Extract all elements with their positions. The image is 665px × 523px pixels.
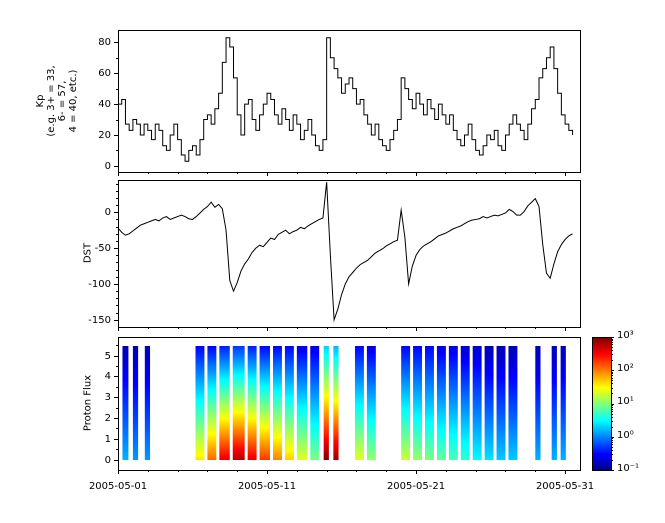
colorbar-tick-label: 10³ (617, 330, 634, 341)
kp-axis-label-line: 6- = 57, (57, 80, 68, 122)
colorbar-tick-label: 10² (617, 363, 634, 374)
colorbar-tick-label: 10⁻¹ (617, 463, 640, 474)
kp-axis-label-line: (e.g. 3+ = 33, (46, 65, 57, 137)
kp-axis-label-line: 4 = 40, etc.) (68, 69, 79, 133)
kp-axis-label-line: Kp (35, 94, 46, 108)
x-tick-label: 2005-05-21 (386, 481, 446, 492)
x-tick-label: 2005-05-01 (88, 481, 148, 492)
colorbar-tick-label: 10¹ (617, 396, 634, 407)
colorbar-tick-label: 10⁰ (617, 430, 634, 441)
x-tick-label: 2005-05-11 (237, 481, 297, 492)
x-tick-label: 2005-05-31 (535, 481, 595, 492)
